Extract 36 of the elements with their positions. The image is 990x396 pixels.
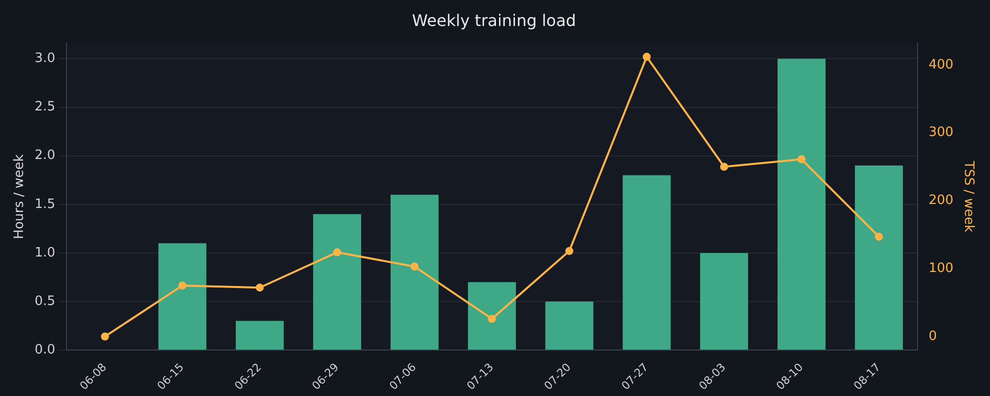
bar (854, 166, 903, 350)
chart-title: Weekly training load (412, 10, 576, 30)
y2-tick-label: 100 (928, 260, 954, 276)
y2-tick-label: 400 (928, 57, 954, 72)
point (874, 232, 883, 241)
bar (622, 175, 671, 350)
point (256, 284, 264, 292)
y-tick-label: 2.5 (34, 100, 56, 115)
point (410, 262, 419, 271)
bar (313, 214, 362, 350)
y-tick-label: 1.0 (34, 245, 56, 260)
y2-tick-label: 200 (928, 193, 954, 208)
y-axis-title: Hours / week (12, 154, 28, 240)
point (488, 314, 496, 323)
y-tick-label: 2.0 (34, 148, 56, 164)
y2-axis-title: TSS / week (960, 160, 976, 233)
bar (700, 252, 748, 350)
bar (158, 243, 206, 350)
bar (545, 302, 594, 350)
y2-tick-label: 0 (928, 328, 937, 344)
y-tick-label: 3.0 (34, 51, 56, 66)
point (100, 332, 109, 340)
point (333, 248, 342, 256)
point (642, 52, 651, 61)
bar (390, 194, 439, 350)
y-tick-label: 0.0 (34, 342, 56, 358)
bar (778, 58, 826, 350)
point (720, 162, 728, 171)
point (565, 246, 574, 255)
bar (468, 282, 516, 350)
bar (236, 320, 284, 350)
point (798, 155, 806, 164)
point (178, 282, 186, 290)
y2-tick-label: 300 (928, 125, 954, 140)
y-tick-label: 0.5 (34, 294, 56, 309)
y-tick-label: 1.5 (34, 196, 56, 212)
